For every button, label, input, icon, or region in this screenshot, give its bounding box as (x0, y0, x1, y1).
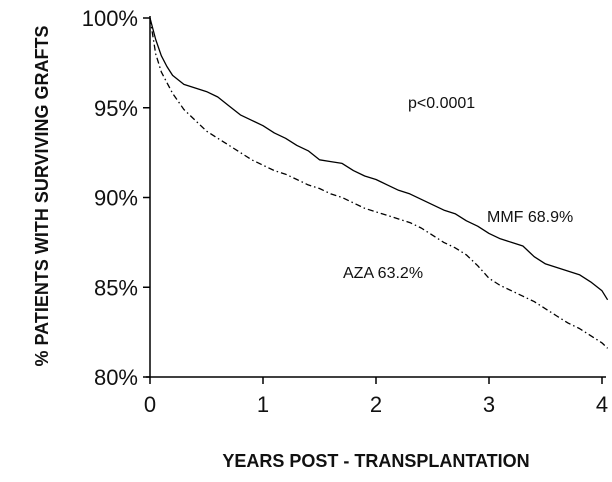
x-axis-title: YEARS POST - TRANSPLANTATION (222, 451, 529, 471)
plot-lines (149, 17, 609, 349)
aza-survival-line (149, 17, 609, 349)
mmf-series-label: MMF 68.9% (487, 209, 573, 226)
y-tick-label: 80% (94, 365, 138, 390)
pvalue-annotation: p<0.0001 (408, 95, 475, 112)
y-tick-label: 100% (82, 6, 138, 31)
x-tick-label: 3 (483, 392, 495, 417)
x-ticks: 0 1 2 3 4 (144, 377, 608, 417)
y-tick-label: 95% (94, 96, 138, 121)
mmf-survival-line (149, 17, 609, 301)
y-ticks: 80% 85% 90% 95% 100% (82, 6, 150, 390)
axes (146, 16, 606, 378)
x-tick-label: 4 (596, 392, 608, 417)
y-tick-label: 90% (94, 186, 138, 211)
aza-series-label: AZA 63.2% (343, 265, 423, 282)
x-tick-label: 2 (370, 392, 382, 417)
y-axis-title: % PATIENTS WITH SURVIVING GRAFTS (32, 25, 52, 366)
y-tick-label: 85% (94, 275, 138, 300)
x-tick-label: 0 (144, 392, 156, 417)
x-tick-label: 1 (257, 392, 269, 417)
